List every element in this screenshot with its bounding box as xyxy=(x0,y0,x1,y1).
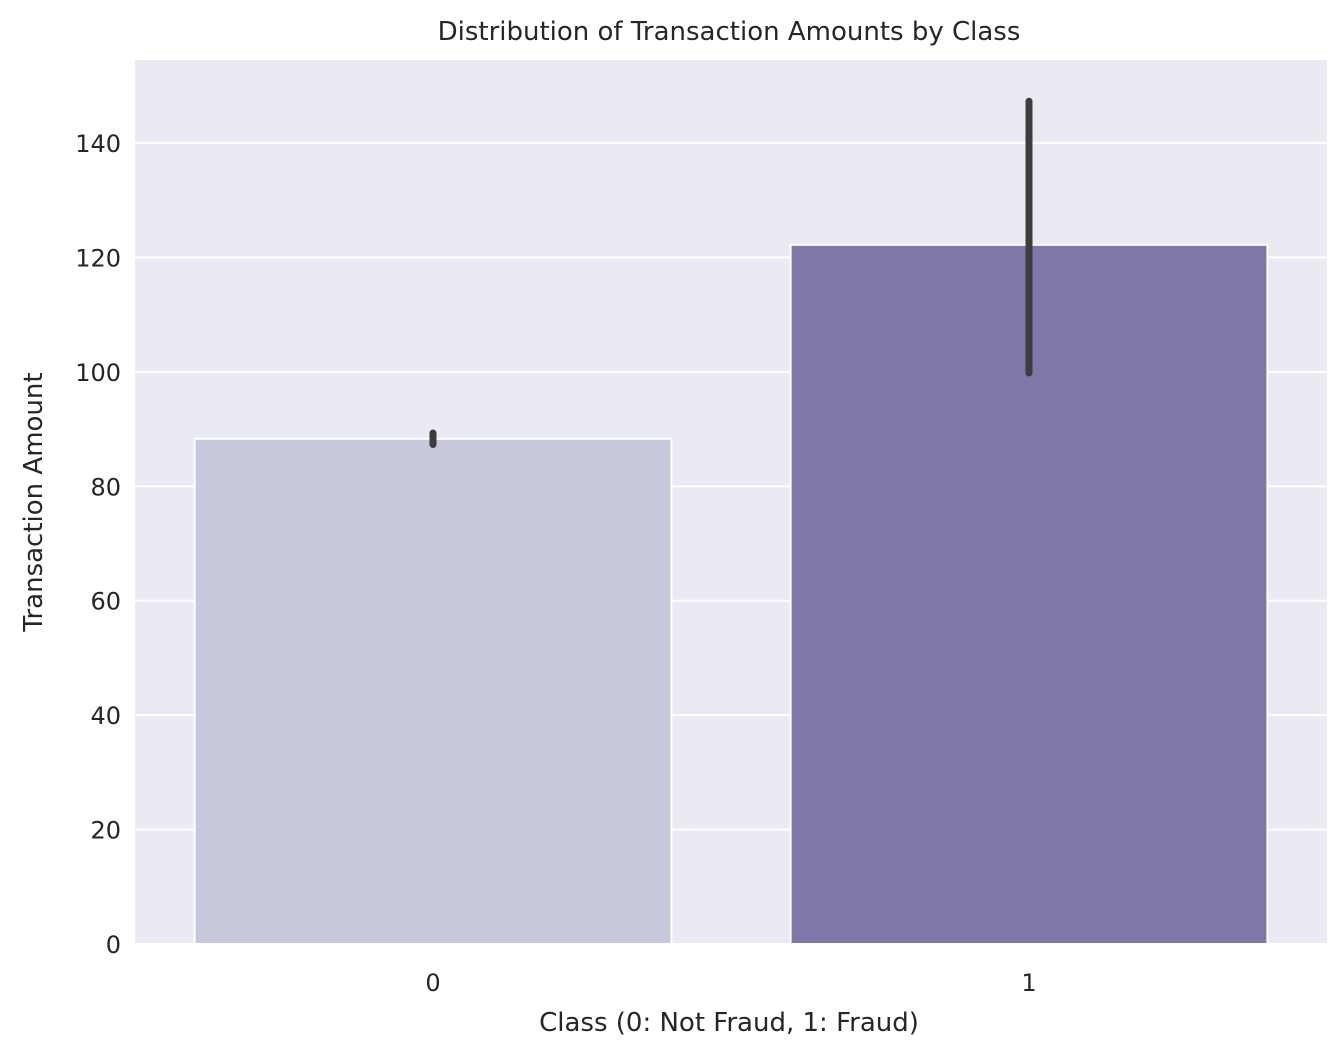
x-tick-label: 0 xyxy=(425,969,440,997)
y-tick-label: 0 xyxy=(106,931,121,959)
y-tick-label: 60 xyxy=(90,588,121,616)
y-tick-label: 80 xyxy=(90,473,121,501)
chart-title: Distribution of Transaction Amounts by C… xyxy=(438,17,1021,47)
y-tick-label: 20 xyxy=(90,817,121,845)
y-tick-label: 140 xyxy=(75,130,121,158)
y-tick-label: 100 xyxy=(75,359,121,387)
y-tick-label: 40 xyxy=(90,702,121,730)
bar-class-0 xyxy=(193,437,673,945)
y-axis-ticks: 0 20 40 60 80 100 120 140 xyxy=(75,130,121,959)
x-axis-label: Class (0: Not Fraud, 1: Fraud) xyxy=(539,1008,919,1038)
x-tick-label: 1 xyxy=(1021,969,1036,997)
y-tick-label: 120 xyxy=(75,244,121,272)
y-axis-label: Transaction Amount xyxy=(19,372,49,632)
error-bars xyxy=(429,97,1033,448)
